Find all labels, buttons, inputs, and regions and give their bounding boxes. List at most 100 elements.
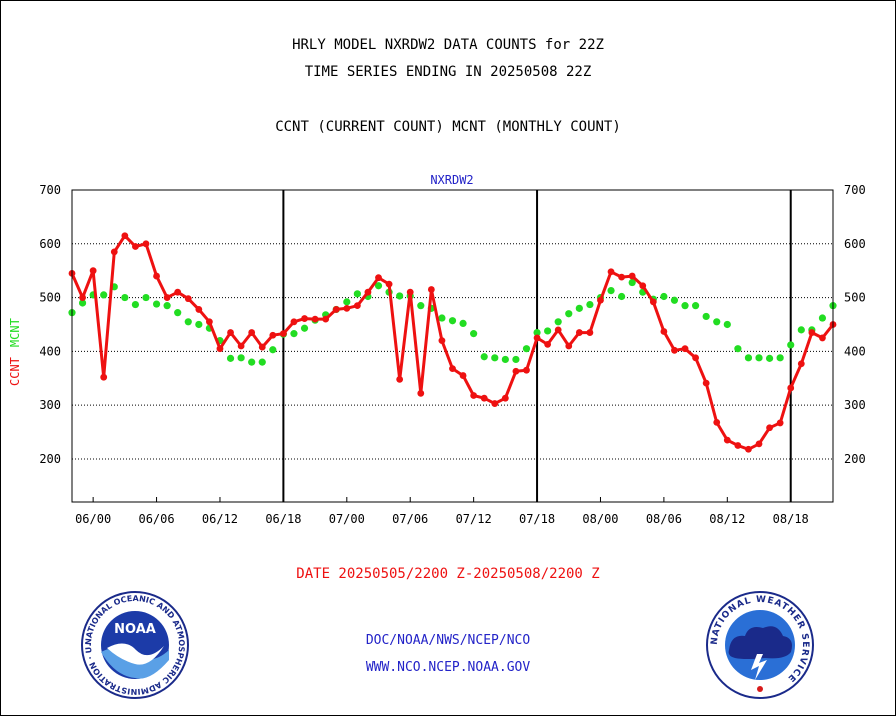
- plot-area-border: [71, 189, 834, 503]
- mcnt-point: [797, 326, 805, 334]
- x-tick-label: 07/06: [392, 512, 428, 526]
- mcnt-point: [607, 286, 615, 295]
- mcnt-point: [353, 290, 361, 298]
- ccnt-point: [819, 334, 826, 342]
- ccnt-point: [808, 329, 816, 336]
- mcnt-point: [448, 317, 457, 325]
- ccnt-point: [417, 389, 425, 397]
- x-tick-label: 06/06: [138, 512, 174, 526]
- ccnt-point: [575, 329, 583, 336]
- y-tick-label-right: 400: [844, 344, 866, 358]
- x-tick-label: 06/12: [202, 512, 238, 526]
- noaa-logo: NATIONAL OCEANIC AND ATMOSPHERIC ADMINIS…: [80, 590, 189, 699]
- ccnt-point: [745, 445, 752, 453]
- ccnt-point: [332, 306, 340, 313]
- mcnt-point: [575, 304, 583, 312]
- mcnt-point: [723, 320, 731, 329]
- ccnt-point: [375, 274, 382, 282]
- ccnt-point: [121, 232, 129, 240]
- mcnt-point: [512, 355, 520, 364]
- ccnt-point: [385, 280, 393, 288]
- mcnt-point: [702, 312, 710, 321]
- nco-org-link[interactable]: DOC/NOAA/NWS/NCEP/NCO: [365, 633, 531, 648]
- mcnt-point: [501, 355, 509, 364]
- mcnt-point: [565, 310, 573, 318]
- ccnt-point: [597, 296, 604, 304]
- ccnt-point: [586, 329, 594, 336]
- ccnt-point: [776, 419, 784, 427]
- mcnt-point: [248, 358, 256, 366]
- ccnt-point: [110, 248, 118, 256]
- y-tick-label-left: 400: [39, 344, 61, 358]
- mcnt-point: [618, 292, 626, 301]
- ccnt-point: [322, 315, 330, 323]
- series-mcnt: [68, 278, 837, 366]
- ccnt-point: [195, 306, 203, 313]
- ccnt-point: [639, 282, 647, 290]
- mcnt-point: [734, 345, 742, 353]
- mcnt-point: [744, 354, 753, 362]
- ccnt-point: [258, 343, 266, 351]
- ccnt-point: [607, 268, 615, 276]
- ccnt-point: [184, 295, 192, 303]
- ccnt-point: [279, 330, 287, 338]
- ccnt-point: [343, 304, 351, 312]
- mcnt-point: [459, 319, 467, 328]
- ccnt-point: [174, 288, 182, 296]
- ccnt-point: [89, 267, 97, 275]
- ccnt-point: [671, 346, 678, 354]
- x-tick-label: 08/06: [646, 512, 682, 526]
- mcnt-point: [776, 354, 784, 362]
- y-axis-label-ccnt: CCNT: [8, 357, 22, 386]
- noaa-logo-text: NOAA: [114, 622, 156, 637]
- ccnt-point: [163, 294, 171, 301]
- mcnt-point: [184, 318, 192, 326]
- x-tick-label: 07/00: [329, 512, 365, 526]
- ccnt-point: [480, 394, 488, 402]
- mcnt-point: [533, 328, 541, 337]
- ccnt-point: [787, 384, 795, 392]
- chart-title-line1: HRLY MODEL NXRDW2 DATA COUNTS for 22Z: [292, 37, 604, 53]
- plot-title: NXRDW2: [430, 173, 473, 187]
- ccnt-point: [353, 302, 361, 310]
- x-tick-label: 08/00: [582, 512, 618, 526]
- y-tick-label-right: 500: [844, 291, 866, 305]
- ccnt-point: [660, 328, 668, 335]
- ccnt-point: [364, 288, 372, 296]
- ccnt-point: [301, 315, 308, 322]
- nco-website-link[interactable]: WWW.NCO.NCEP.NOAA.GOV: [365, 660, 531, 675]
- x-tick-label: 08/18: [773, 512, 809, 526]
- x-tick-label: 06/00: [75, 512, 111, 526]
- mcnt-point: [480, 353, 488, 361]
- x-tick-label: 08/12: [709, 512, 745, 526]
- ccnt-point: [628, 272, 636, 280]
- mcnt-point: [121, 293, 129, 302]
- ccnt-point: [544, 340, 552, 348]
- ccnt-point: [459, 372, 467, 379]
- ccnt-point: [153, 272, 160, 280]
- mcnt-point: [691, 302, 700, 310]
- mcnt-point: [755, 354, 763, 362]
- ccnt-point: [427, 286, 435, 293]
- ccnt-point: [713, 418, 721, 426]
- mcnt-point: [713, 318, 721, 326]
- mcnt-point: [670, 296, 679, 304]
- mcnt-point: [195, 320, 203, 329]
- ccnt-point: [723, 436, 731, 444]
- ccnt-point: [797, 360, 805, 368]
- x-tick-label: 06/18: [265, 512, 301, 526]
- mcnt-point: [100, 291, 108, 299]
- mcnt-point: [681, 302, 689, 310]
- ccnt-point: [227, 329, 234, 336]
- date-range: DATE 20250505/2200 Z-20250508/2200 Z: [296, 566, 600, 582]
- mcnt-point: [544, 327, 552, 335]
- ccnt-point: [734, 442, 742, 449]
- ccnt-point: [766, 424, 773, 432]
- ccnt-point: [237, 342, 245, 350]
- ccnt-point: [100, 373, 108, 381]
- mcnt-point: [554, 318, 562, 326]
- ccnt-point: [681, 345, 689, 353]
- x-tick-label: 07/18: [519, 512, 555, 526]
- ccnt-point: [396, 375, 404, 383]
